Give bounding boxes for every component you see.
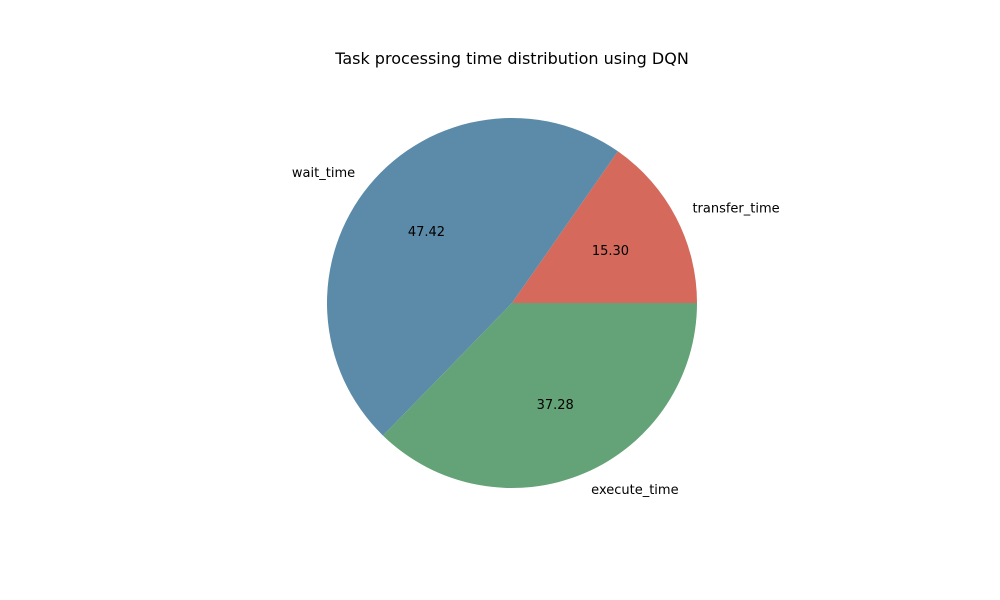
- slice-label-transfer-time: transfer_time: [692, 201, 779, 216]
- pie-slices: [326, 117, 697, 489]
- slice-value-wait-time: 47.42: [408, 225, 445, 240]
- pie-slice-transfer-time: [512, 151, 697, 303]
- slice-value-execute-time: 37.28: [537, 398, 574, 413]
- pie-slice-execute-time: [383, 303, 697, 489]
- pie-labels: transfer_time 15.30 wait_time 47.42 execute_…: [292, 166, 780, 498]
- slice-label-wait-time: wait_time: [292, 166, 355, 181]
- slice-value-transfer-time: 15.30: [592, 244, 629, 259]
- chart-title: Task processing time distribution using …: [334, 49, 689, 68]
- pie-slice-wait-time: [326, 117, 618, 436]
- slice-label-execute-time: execute_time: [591, 483, 678, 498]
